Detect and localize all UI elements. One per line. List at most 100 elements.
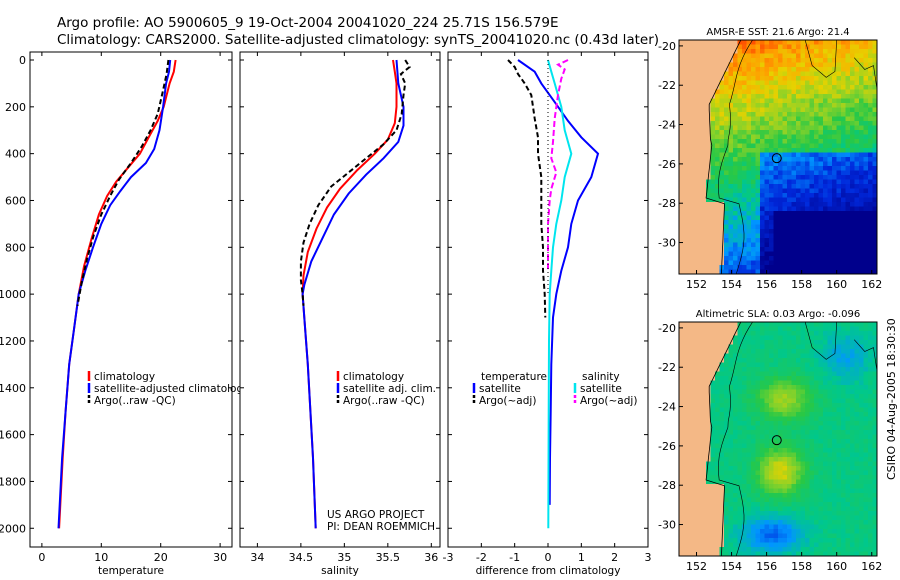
heatmap-cell	[850, 353, 855, 359]
heatmap-cell	[764, 358, 770, 363]
heatmap-cell	[859, 466, 864, 471]
land-cell	[710, 247, 716, 252]
heatmap-cell	[809, 326, 815, 332]
heatmap-cell	[827, 85, 833, 90]
land-cell	[697, 407, 702, 413]
heatmap-cell	[823, 385, 828, 390]
heatmap-cell	[809, 256, 815, 261]
heatmap-cell	[728, 148, 734, 153]
heatmap-cell	[836, 344, 842, 350]
heatmap-cell	[863, 170, 869, 176]
heatmap-cell	[814, 430, 819, 435]
land-cell	[697, 76, 702, 81]
heatmap-cell	[850, 331, 855, 336]
heatmap-cell	[778, 394, 783, 399]
heatmap-cell	[800, 157, 806, 162]
heatmap-cell	[710, 130, 716, 135]
land-cell	[679, 44, 684, 50]
land-cell	[719, 71, 725, 77]
plot-frame	[29, 51, 233, 548]
heatmap-cell	[800, 448, 806, 453]
heatmap-cell	[751, 416, 756, 422]
heatmap-cell	[728, 130, 734, 135]
heatmap-cell	[836, 80, 842, 86]
heatmap-cell	[715, 89, 720, 95]
heatmap-cell	[764, 452, 770, 458]
heatmap-cell	[746, 80, 752, 86]
heatmap-cell	[814, 211, 819, 216]
heatmap-cell	[814, 71, 819, 77]
heatmap-cell	[814, 76, 819, 81]
heatmap-cell	[841, 175, 846, 180]
heatmap-cell	[800, 394, 806, 399]
heatmap-cell	[733, 242, 738, 248]
shelf-contour	[718, 321, 753, 557]
heatmap-cell	[796, 175, 801, 180]
land-cell	[692, 179, 698, 185]
heatmap-cell	[782, 211, 788, 216]
heatmap-cell	[805, 538, 810, 543]
heatmap-cell	[764, 547, 770, 552]
heatmap-cell	[787, 184, 792, 189]
heatmap-cell	[710, 170, 716, 176]
heatmap-cell	[859, 520, 864, 525]
heatmap-cell	[764, 134, 770, 140]
heatmap-cell	[769, 502, 774, 507]
land-cell	[688, 551, 693, 557]
heatmap-cell	[836, 89, 842, 95]
land-cell	[697, 353, 702, 359]
land-cell	[701, 380, 707, 386]
heatmap-cell	[710, 398, 716, 404]
land-cell	[683, 107, 689, 113]
heatmap-cell	[746, 197, 752, 203]
heatmap-cell	[868, 533, 873, 539]
heatmap-cell	[733, 376, 738, 381]
heatmap-cell	[845, 175, 851, 180]
heatmap-cell	[737, 269, 743, 275]
heatmap-cell	[872, 103, 878, 108]
heatmap-cell	[751, 407, 756, 413]
heatmap-cell	[737, 403, 743, 408]
land-cell	[679, 247, 684, 252]
heatmap-cell	[859, 547, 864, 552]
heatmap-cell	[742, 529, 747, 534]
heatmap-cell	[787, 260, 792, 266]
heatmap-cell	[818, 238, 824, 243]
heatmap-cell	[755, 179, 761, 185]
land-cell	[706, 538, 711, 543]
heatmap-cell	[728, 121, 734, 126]
heatmap-cell	[742, 44, 747, 50]
heatmap-cell	[764, 62, 770, 68]
heatmap-cell	[818, 251, 824, 257]
heatmap-cell	[751, 367, 756, 372]
heatmap-cell	[800, 206, 806, 212]
heatmap-cell	[809, 67, 815, 72]
heatmap-cell	[728, 344, 734, 350]
heatmap-cell	[845, 511, 851, 516]
heatmap-cell	[832, 40, 837, 45]
heatmap-cell	[724, 134, 729, 140]
heatmap-cell	[755, 479, 761, 485]
heatmap-cell	[787, 524, 792, 530]
heatmap-cell	[863, 448, 869, 453]
land-cell	[728, 322, 734, 327]
heatmap-cell	[872, 439, 878, 444]
heatmap-cell	[854, 220, 860, 225]
heatmap-cell	[764, 242, 770, 248]
heatmap-cell	[814, 484, 819, 489]
heatmap-cell	[814, 358, 819, 363]
heatmap-cell	[791, 103, 797, 108]
heatmap-cell	[827, 403, 833, 408]
heatmap-cell	[751, 385, 756, 390]
heatmap-cell	[800, 542, 806, 548]
temperature-panel: 0 10 20 30020040060080010001200140016001800…	[0, 51, 249, 577]
heatmap-cell	[782, 412, 788, 417]
heatmap-cell	[706, 184, 711, 189]
heatmap-cell	[872, 533, 878, 539]
heatmap-cell	[742, 335, 747, 341]
heatmap-cell	[724, 452, 729, 458]
heatmap-cell	[755, 538, 761, 543]
heatmap-cell	[755, 76, 761, 81]
land-cell	[688, 256, 693, 261]
heatmap-cell	[863, 44, 869, 50]
